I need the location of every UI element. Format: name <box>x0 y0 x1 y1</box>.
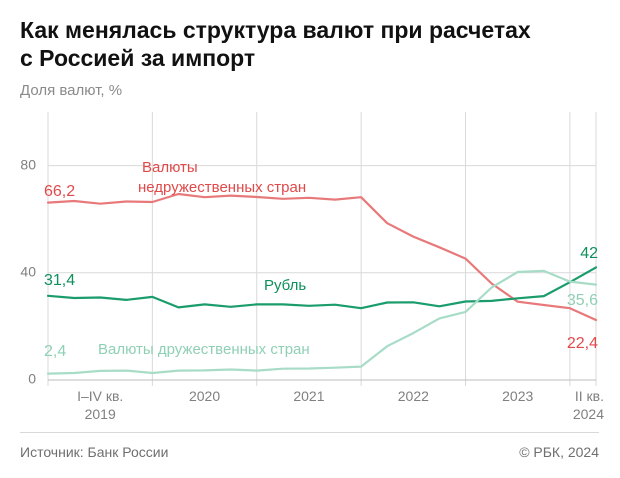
chart-title: Как менялась структура валют при расчета… <box>20 16 610 72</box>
unit-label: Доля валют, % <box>20 82 123 99</box>
series-name-label-unfriendly-1: недружественных стран <box>138 179 306 196</box>
footer-divider <box>20 432 599 433</box>
x-tick-label-0-1: 2019 <box>85 406 116 422</box>
start-value-label-ruble: 31,4 <box>44 272 75 289</box>
x-tick-label-5-1: 2024 <box>573 406 604 422</box>
chart-title-line-1: Как менялась структура валют при расчета… <box>20 17 531 43</box>
start-value-label-unfriendly: 66,2 <box>44 183 75 200</box>
line-chart: 0 40 80 I–IV кв. 2019 2020 2021 2022 2023 II кв. 2… <box>20 112 604 422</box>
x-tick-label-2-0: 2021 <box>293 388 324 404</box>
series-name-label-friendly-0: Валюты дружественных стран <box>98 341 310 358</box>
y-tick-label-80: 80 <box>20 156 36 172</box>
start-value-label-friendly: 2,4 <box>44 343 66 360</box>
x-tick-label-0-0: I–IV кв. <box>77 388 123 404</box>
copyright-note: © РБК, 2024 <box>519 444 599 460</box>
x-tick-label-4-0: 2023 <box>502 388 533 404</box>
chart-title-line-2: с Россией за импорт <box>20 45 256 71</box>
y-tick-label-40: 40 <box>20 264 36 280</box>
series-name-label-unfriendly-0: Валюты <box>142 159 198 176</box>
end-value-label-ruble: 42 <box>580 245 598 262</box>
series-name-label-ruble-0: Рубль <box>264 277 306 294</box>
end-value-label-friendly: 35,6 <box>567 292 598 309</box>
x-tick-label-1-0: 2020 <box>189 388 220 404</box>
y-tick-label-0: 0 <box>28 371 36 387</box>
series-line-friendly <box>46 269 598 375</box>
series-line-ruble <box>46 266 598 310</box>
x-tick-label-3-0: 2022 <box>398 388 429 404</box>
x-tick-label-5-0: II кв. <box>575 388 604 404</box>
source-note: Источник: Банк России <box>20 444 169 460</box>
series-line-unfriendly <box>46 192 598 322</box>
end-value-label-unfriendly: 22,4 <box>567 335 598 352</box>
